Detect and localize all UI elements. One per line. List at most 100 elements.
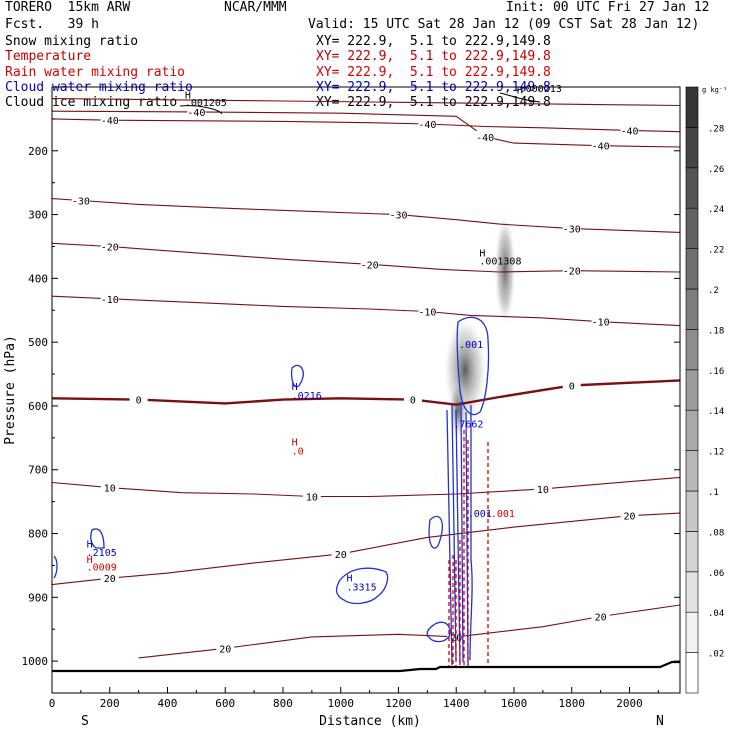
field-label: H — [292, 437, 298, 448]
colorbar-tick-label: .04 — [708, 609, 724, 619]
colorbar: .02 .04 .06 .08 .1 .12 .14 .16 .18 .2 .22 .24 .26 .28… — [685, 86, 727, 694]
field-label: H — [292, 382, 298, 393]
field-label: .001 — [459, 340, 483, 351]
field-label: H — [479, 249, 485, 260]
colorbar-tick-label: .2 — [708, 286, 719, 296]
temperature-contour — [51, 295, 681, 327]
contour-label-bg — [620, 124, 639, 136]
field-label: H — [87, 540, 93, 551]
contour-label: -10 — [101, 295, 119, 306]
field-xy-snow: XY= 222.9, 5.1 to 222.9,149.8 — [316, 34, 551, 49]
contour-label-bg — [71, 194, 90, 206]
cloud-water-contour — [90, 528, 105, 549]
contour-label-bg — [562, 379, 581, 391]
cloud-water-contour — [426, 621, 451, 643]
contour-label-bg — [100, 481, 119, 493]
contour-label: 20 — [104, 574, 116, 585]
temperature-contour — [51, 476, 681, 498]
field-xy-temperature: XY= 222.9, 5.1 to 222.9,149.8 — [316, 49, 551, 64]
y-tick-label: 400 — [28, 272, 48, 285]
rain-water-contours — [448, 430, 489, 668]
cloud-ice-contour — [179, 105, 223, 115]
x-tick-label: 200 — [100, 697, 120, 710]
x-tick-label: 800 — [273, 697, 293, 710]
cloud-water-contours — [53, 316, 490, 666]
colorbar-tick-label: .06 — [708, 569, 724, 579]
colorbar-unit: g kg⁻¹ — [702, 86, 727, 94]
field-label: H — [185, 90, 191, 101]
contour-label: -30 — [72, 197, 90, 208]
x-axis-label: Distance (km) — [319, 714, 421, 729]
field-label: .001308 — [479, 256, 521, 267]
field-label: .0216 — [292, 391, 322, 402]
contour-label-bg — [331, 547, 350, 559]
contour-label: -10 — [418, 308, 436, 319]
field-label: H — [347, 573, 353, 584]
colorbar-swatch — [685, 127, 699, 169]
contour-label: -20 — [101, 242, 119, 253]
distance-axis: 0 200 400 600 800 1000 1200 1400 1600 1800 2000 — [49, 687, 659, 710]
y-axis-label: Pressure (hPa) — [3, 335, 18, 445]
y-tick-label: 800 — [28, 528, 48, 541]
contour-label: -20 — [361, 260, 379, 271]
contour-label-bg — [591, 315, 610, 327]
colorbar-swatch — [685, 490, 699, 532]
colorbar-swatch — [685, 409, 699, 451]
cloud-water-contour — [290, 364, 304, 388]
field-label: H — [87, 555, 93, 566]
cloud-water-contour — [460, 401, 464, 663]
temperature-contour — [51, 379, 681, 406]
temperature-contours: -40 -40 -40 -40 -40 -40 -30 -30 -30 -20 -20 -20 -10 -… — [51, 97, 681, 659]
colorbar-swatch — [685, 450, 699, 492]
header-init: Init: 00 UTC Fri 27 Jan 12 — [506, 0, 710, 15]
contour-label-bg — [100, 240, 119, 252]
field-labels: H.001205H.000213H.001308H.0216H.0H.2105H… — [87, 84, 562, 593]
colorbar-swatch — [685, 531, 699, 573]
cloud-water-contour — [451, 404, 457, 661]
contour-label: 20 — [335, 550, 347, 561]
contour-label-bg — [100, 572, 119, 584]
cloud-water-contour — [469, 405, 473, 661]
cloud-water-contour — [446, 409, 453, 666]
contour-label: -40 — [418, 120, 436, 131]
field-label: .0009 — [87, 563, 117, 574]
contour-label: 10 — [104, 484, 116, 495]
colorbar-tick-label: .22 — [708, 246, 724, 256]
colorbar-tick-label: .12 — [708, 448, 724, 458]
colorbar-tick-label: .24 — [708, 205, 724, 215]
contour-label-bg — [360, 258, 379, 270]
field-label: .000213 — [520, 84, 562, 95]
contour-label: 20 — [595, 612, 607, 623]
colorbar-tick-label: .18 — [708, 326, 724, 336]
contour-label-bg — [100, 114, 119, 126]
temperature-contour — [51, 118, 681, 133]
colorbar-swatch — [685, 86, 699, 128]
y-tick-label: 300 — [28, 209, 48, 222]
field-name-temperature: Temperature — [5, 49, 92, 64]
colorbar-swatch — [685, 652, 699, 694]
field-label: .001 — [468, 509, 492, 520]
x-tick-label: 600 — [215, 697, 235, 710]
contour-label: -30 — [389, 211, 407, 222]
contour-label: 20 — [623, 512, 635, 523]
field-label: H — [517, 85, 523, 96]
colorbar-tick-label: .28 — [708, 124, 724, 134]
field-name-snow: Snow mixing ratio — [5, 34, 139, 49]
x-tick-label: 1200 — [385, 697, 412, 710]
x-tick-label: 1800 — [558, 697, 585, 710]
y-tick-label: 700 — [28, 464, 48, 477]
field-label: .0 — [292, 446, 304, 457]
contour-label-bg — [562, 222, 581, 234]
contour-label: -40 — [592, 142, 610, 153]
colorbar-tick-label: .02 — [708, 650, 724, 660]
colorbar-tick-label: .26 — [708, 165, 724, 175]
colorbar-swatch — [685, 167, 699, 209]
contour-label-bg — [187, 105, 206, 117]
contour-label-bg — [389, 208, 408, 220]
south-end-label: S — [81, 714, 89, 729]
contour-label: -10 — [592, 318, 610, 329]
contour-label-bg — [302, 490, 321, 502]
colorbar-tick-label: .16 — [708, 367, 724, 377]
x-tick-label: 0 — [49, 697, 56, 710]
